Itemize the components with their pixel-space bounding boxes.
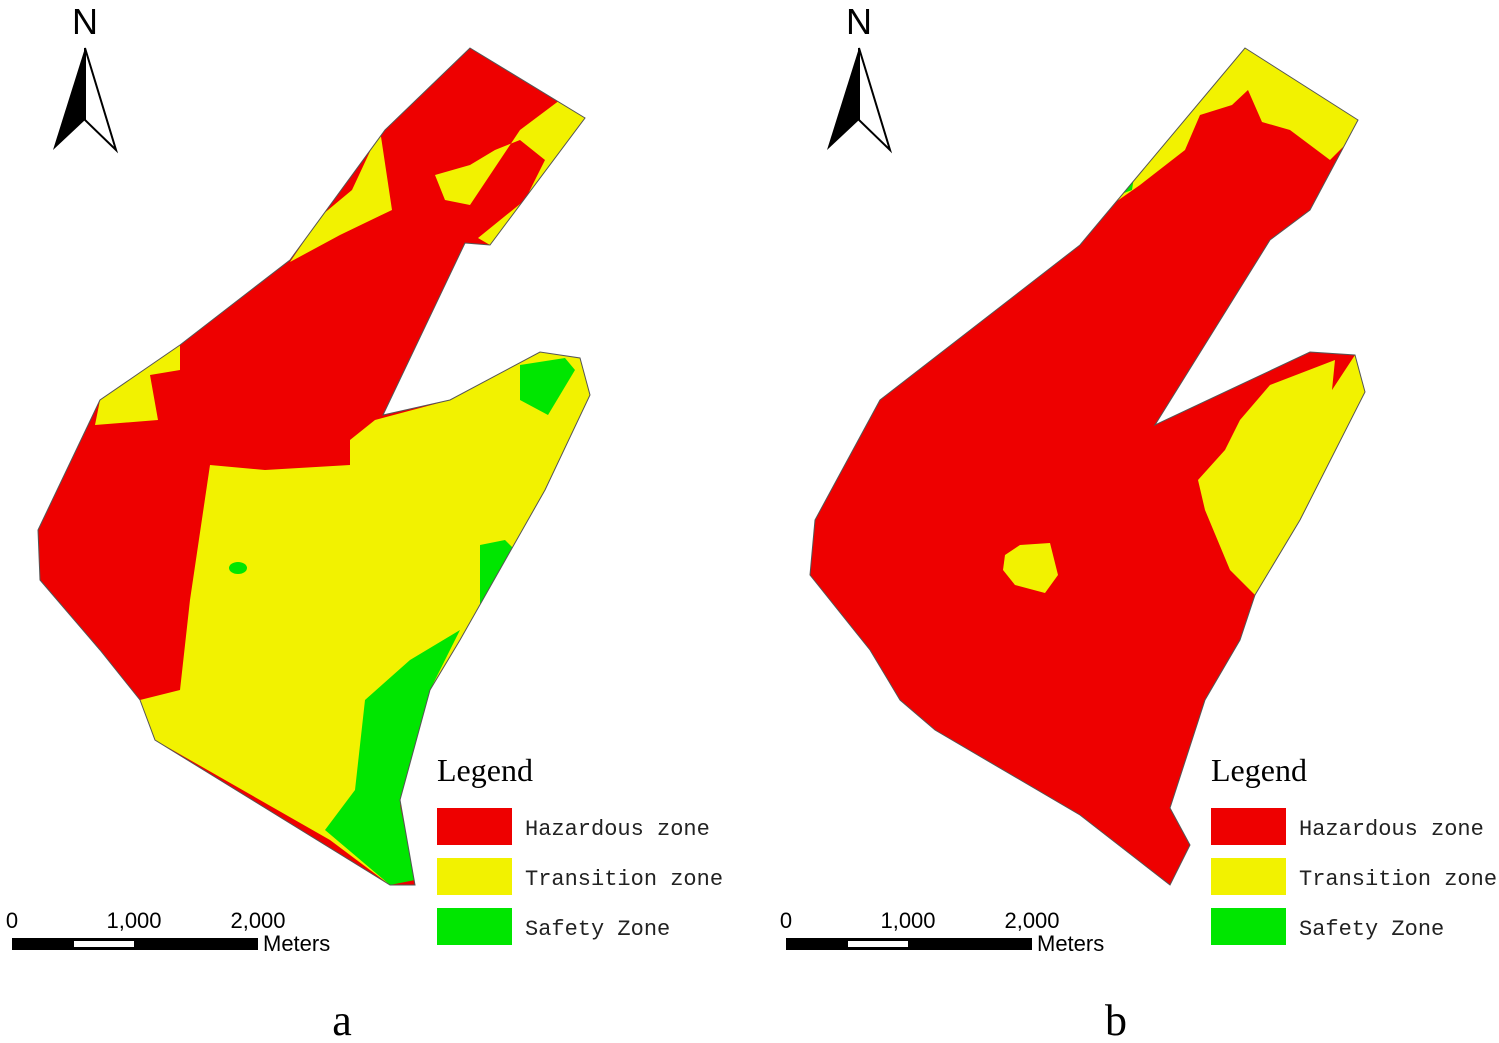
legend-label: Safety Zone [525,917,670,942]
legend-label: Hazardous zone [1299,817,1484,842]
legend-swatch [437,908,512,945]
legend-swatch [1211,858,1286,895]
legend-label: Safety Zone [1299,917,1444,942]
legend-label: Transition zone [525,867,723,892]
north-arrow [53,47,893,154]
scale-label: 2,000 [1004,908,1059,933]
map-outline [37,47,591,886]
scale-label: 2,000 [230,908,285,933]
scale-unit: Meters [263,931,330,956]
panel-label: b [1105,996,1127,1043]
panel-label: a [332,996,352,1043]
scale-label: 0 [780,908,792,933]
legend-title: Legend [437,752,533,788]
north-label: N [72,1,98,42]
scale-bars [12,938,1032,950]
legend-swatch [437,858,512,895]
legend-swatch [1211,908,1286,945]
legend-label: Hazardous zone [525,817,710,842]
scale-label: 1,000 [880,908,935,933]
scale-label: 0 [6,908,18,933]
scale-label: 1,000 [106,908,161,933]
legend-label: Transition zone [1299,867,1497,892]
north-label: N [846,1,872,42]
legend-title: Legend [1211,752,1307,788]
legend-swatch [437,808,512,845]
map-outline [809,47,1366,886]
legend-swatch [1211,808,1286,845]
scale-unit: Meters [1037,931,1104,956]
